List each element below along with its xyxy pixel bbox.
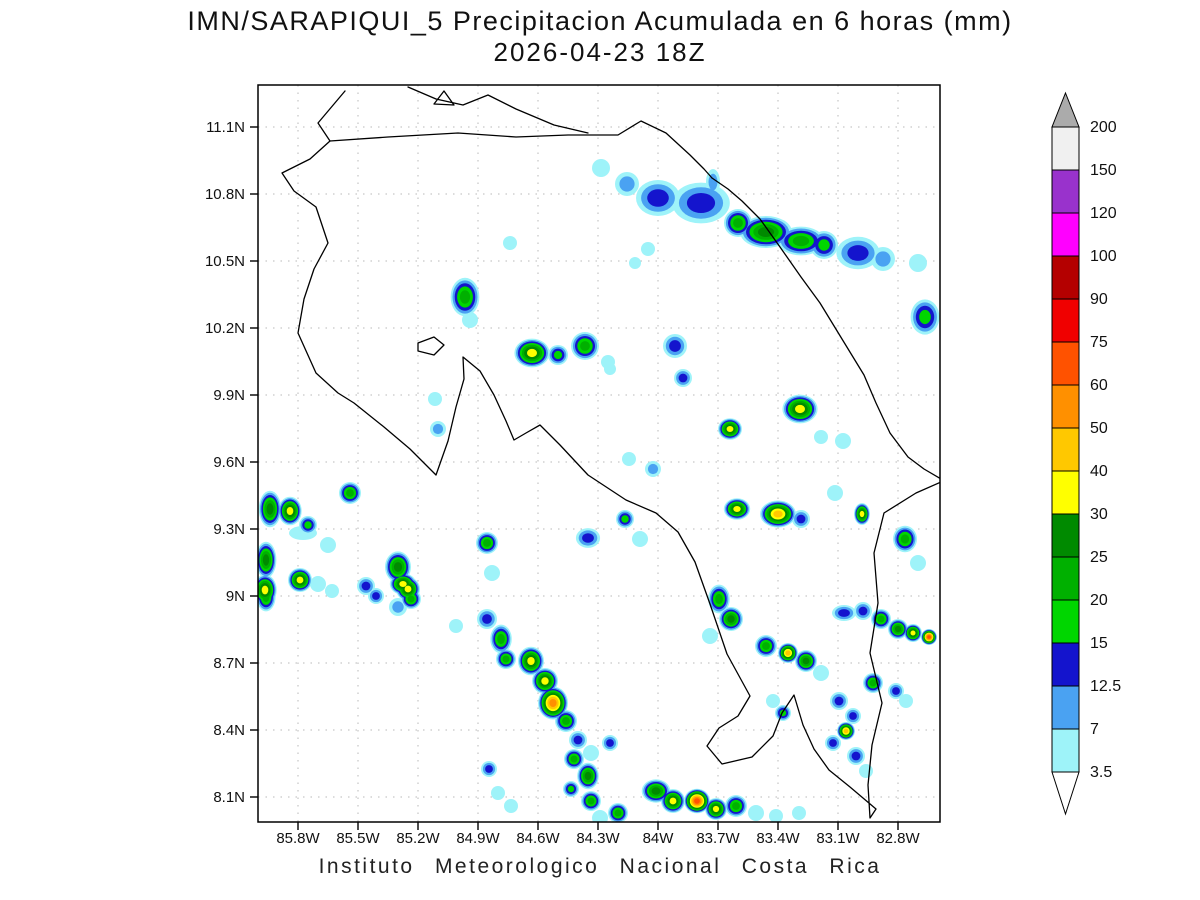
svg-text:20: 20 — [1090, 592, 1108, 609]
svg-text:150: 150 — [1090, 162, 1117, 179]
caribbean-coast — [711, 177, 940, 480]
costa-rica-coastline — [281, 86, 940, 819]
svg-text:100: 100 — [1090, 248, 1117, 265]
chira-island — [417, 336, 445, 356]
svg-text:82.8W: 82.8W — [876, 830, 920, 847]
svg-text:85.8W: 85.8W — [276, 830, 320, 847]
svg-text:200: 200 — [1090, 119, 1117, 136]
chart-title: IMN/SARAPIQUI_5 Precipitacion Acumulada … — [187, 6, 1013, 36]
svg-text:85.2W: 85.2W — [396, 830, 440, 847]
svg-text:84.9W: 84.9W — [456, 830, 500, 847]
svg-text:10.2N: 10.2N — [205, 320, 245, 337]
precipitation-contours — [258, 159, 940, 822]
svg-text:84.3W: 84.3W — [576, 830, 620, 847]
svg-text:84.6W: 84.6W — [516, 830, 560, 847]
svg-text:15: 15 — [1090, 635, 1108, 652]
svg-text:60: 60 — [1090, 377, 1108, 394]
nicaragua-border-san-juan-river — [329, 120, 713, 179]
svg-text:85.5W: 85.5W — [336, 830, 380, 847]
chart-subtitle-datetime: 2026-04-23 18Z — [493, 37, 707, 67]
axis-ticks — [250, 126, 899, 830]
svg-text:83.4W: 83.4W — [756, 830, 800, 847]
svg-text:10.8N: 10.8N — [205, 186, 245, 203]
svg-text:8.7N: 8.7N — [213, 655, 245, 672]
svg-text:90: 90 — [1090, 291, 1108, 308]
axis-tick-labels: 11.1N 10.8N 10.5N 10.2N 9.9N 9.6N 9.3N 9N 8.7N 8.… — [205, 119, 921, 847]
colorbar-legend: 200 150 120 100 90 75 60 50 40 30 25 20 15 12.5 7 3.5 — [1051, 91, 1121, 816]
svg-text:40: 40 — [1090, 463, 1108, 480]
svg-text:75: 75 — [1090, 334, 1108, 351]
svg-text:8.1N: 8.1N — [213, 789, 245, 806]
map-frame — [257, 84, 941, 823]
svg-text:7: 7 — [1090, 721, 1099, 738]
svg-text:12.5: 12.5 — [1090, 678, 1121, 695]
svg-text:83.7W: 83.7W — [696, 830, 740, 847]
footer-attribution: Instituto Meteorologico Nacional Costa R… — [318, 855, 882, 878]
map-area: 11.1N 10.8N 10.5N 10.2N 9.9N 9.6N 9.3N 9N 8.7N 8.… — [205, 84, 941, 847]
ometepe-island — [433, 90, 455, 106]
svg-text:9N: 9N — [226, 588, 245, 605]
svg-text:11.1N: 11.1N — [206, 119, 245, 136]
svg-text:9.6N: 9.6N — [213, 454, 245, 471]
svg-text:3.5: 3.5 — [1090, 764, 1112, 781]
svg-text:83.1W: 83.1W — [816, 830, 860, 847]
svg-text:10.5N: 10.5N — [205, 253, 245, 270]
lat-lon-gridlines — [258, 85, 940, 822]
svg-text:9.9N: 9.9N — [213, 387, 245, 404]
lake-nicaragua-shore — [407, 86, 589, 134]
pacific-coast-and-panama-border — [281, 90, 940, 819]
svg-text:50: 50 — [1090, 420, 1108, 437]
svg-text:9.3N: 9.3N — [213, 521, 245, 538]
svg-text:8.4N: 8.4N — [213, 722, 245, 739]
svg-text:25: 25 — [1090, 549, 1108, 566]
svg-text:120: 120 — [1090, 205, 1117, 222]
svg-text:84W: 84W — [643, 830, 675, 847]
svg-text:30: 30 — [1090, 506, 1108, 523]
